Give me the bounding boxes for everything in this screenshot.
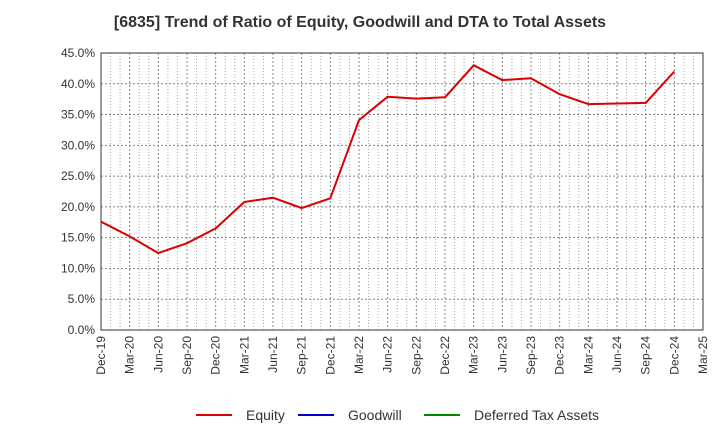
- legend-label-deferred-tax-assets: Deferred Tax Assets: [474, 407, 600, 423]
- x-tick-label: Jun-21: [266, 336, 280, 373]
- x-tick-label: Jun-24: [610, 336, 624, 373]
- x-tick-label: Jun-20: [151, 336, 165, 373]
- x-tick-label: Dec-24: [667, 336, 681, 375]
- x-tick-label: Jun-22: [381, 336, 395, 373]
- x-tick-label: Jun-23: [495, 336, 509, 373]
- y-tick-label: 10.0%: [61, 261, 95, 275]
- x-tick-label: Mar-21: [237, 336, 251, 374]
- plot-area: [101, 53, 703, 330]
- x-tick-label: Dec-20: [209, 336, 223, 375]
- x-tick-label: Sep-23: [524, 336, 538, 375]
- legend-label-goodwill: Goodwill: [348, 407, 402, 423]
- series-line-equity: [100, 64, 676, 255]
- legend: Equity Goodwill Deferred Tax Assets: [0, 404, 720, 426]
- x-tick-label: Sep-22: [409, 336, 423, 375]
- x-tick-label: Mar-25: [696, 336, 710, 374]
- x-tick-label: Mar-20: [123, 336, 137, 374]
- grid: [100, 52, 704, 331]
- x-tick-label: Dec-21: [323, 336, 337, 375]
- legend-label-equity: Equity: [246, 407, 285, 423]
- y-tick-label: 30.0%: [61, 138, 95, 152]
- x-tick-label: Dec-22: [438, 336, 452, 375]
- legend-item-equity: Equity: [196, 404, 285, 426]
- x-tick-label: Sep-21: [295, 336, 309, 375]
- axes: 0.0% 5.0% 10.0% 15.0% 20.0% 25.0% 30.0% 35.0% 40…: [61, 46, 710, 375]
- y-tick-label: 25.0%: [61, 169, 95, 183]
- chart-title: [6835] Trend of Ratio of Equity, Goodwil…: [113, 14, 607, 31]
- legend-swatch-equity: [196, 414, 232, 416]
- legend-item-deferred-tax-assets: Deferred Tax Assets: [424, 404, 599, 426]
- y-tick-label: 20.0%: [61, 200, 95, 214]
- x-tick-label: Dec-19: [94, 336, 108, 375]
- y-tick-label: 5.0%: [68, 292, 96, 306]
- y-tick-label: 40.0%: [61, 77, 95, 91]
- x-tick-label: Mar-22: [352, 336, 366, 374]
- y-tick-label: 35.0%: [61, 108, 95, 122]
- y-tick-label: 0.0%: [68, 323, 96, 337]
- y-tick-label: 45.0%: [61, 46, 95, 60]
- x-tick-label: Sep-20: [180, 336, 194, 375]
- x-tick-label: Sep-24: [639, 336, 653, 375]
- legend-swatch-deferred-tax-assets: [424, 414, 460, 416]
- legend-swatch-goodwill: [298, 414, 334, 416]
- x-tick-label: Mar-24: [581, 336, 595, 374]
- legend-item-goodwill: Goodwill: [298, 404, 402, 426]
- plot-border: [100, 52, 704, 331]
- y-tick-label: 15.0%: [61, 231, 95, 245]
- x-tick-label: Dec-23: [553, 336, 567, 375]
- x-tick-label: Mar-23: [467, 336, 481, 374]
- series-layer: [100, 64, 676, 255]
